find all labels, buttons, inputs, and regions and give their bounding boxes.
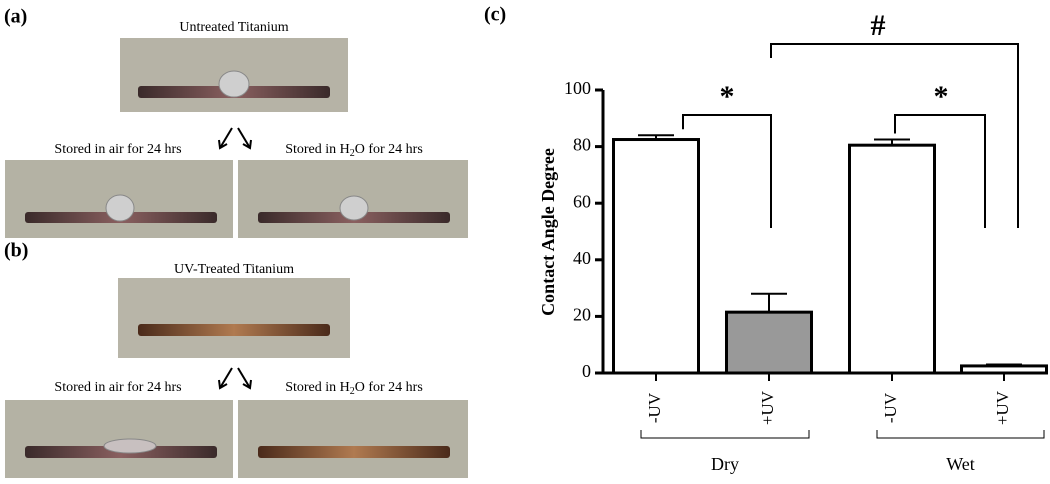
group-label: Dry <box>711 454 739 474</box>
group-bracket <box>640 430 810 439</box>
significance-bracket <box>894 114 986 228</box>
bar <box>612 138 700 375</box>
photo-caption: Stored in air for 24 hrs <box>54 380 181 395</box>
photo <box>5 160 468 238</box>
photo-caption: Stored in H2O for 24 hrs <box>285 380 423 397</box>
y-tick-label: 100 <box>564 78 591 98</box>
x-tick-label: -UV <box>645 392 664 423</box>
y-tick-label: 40 <box>573 248 591 268</box>
photo-title: Untreated Titanium <box>179 20 288 35</box>
photo-caption: Stored in H2O for 24 hrs <box>285 142 423 159</box>
significance-bracket <box>682 114 772 228</box>
x-tick-label: -UV <box>881 392 900 423</box>
x-tick-label: +UV <box>758 390 777 425</box>
panel-label: (a) <box>4 6 27 28</box>
y-tick-label: 20 <box>573 305 591 325</box>
photo <box>118 278 350 358</box>
bar <box>960 364 1048 375</box>
y-tick-label: 80 <box>573 135 591 155</box>
caption-part: Stored in H <box>285 142 350 157</box>
annotation: * <box>720 80 735 113</box>
caption-part: Stored in H <box>285 380 350 395</box>
arrows <box>218 367 252 390</box>
panel-label: (b) <box>4 240 28 262</box>
bar <box>725 310 813 375</box>
y-axis-label: Contact Angle Degree <box>538 148 558 316</box>
significance-bracket <box>770 43 1019 228</box>
y-tick-label: 60 <box>573 191 591 211</box>
caption-sub: 2 <box>350 386 355 397</box>
group-bracket <box>876 430 1045 439</box>
annotation: # <box>871 9 886 42</box>
photo-title: UV-Treated Titanium <box>174 262 294 277</box>
panel-label: (c) <box>484 4 506 26</box>
photo <box>5 400 468 478</box>
bar <box>848 143 936 375</box>
annotation: * <box>934 80 949 113</box>
caption-part: O for 24 hrs <box>355 380 423 395</box>
photo-caption: Stored in air for 24 hrs <box>54 142 181 157</box>
photo <box>120 38 348 112</box>
group-label: Wet <box>946 454 975 474</box>
caption-sub: 2 <box>350 148 355 159</box>
caption-part: O for 24 hrs <box>355 142 423 157</box>
arrows <box>218 127 252 150</box>
y-tick-label: 0 <box>582 361 591 381</box>
x-tick-label: +UV <box>993 390 1012 425</box>
